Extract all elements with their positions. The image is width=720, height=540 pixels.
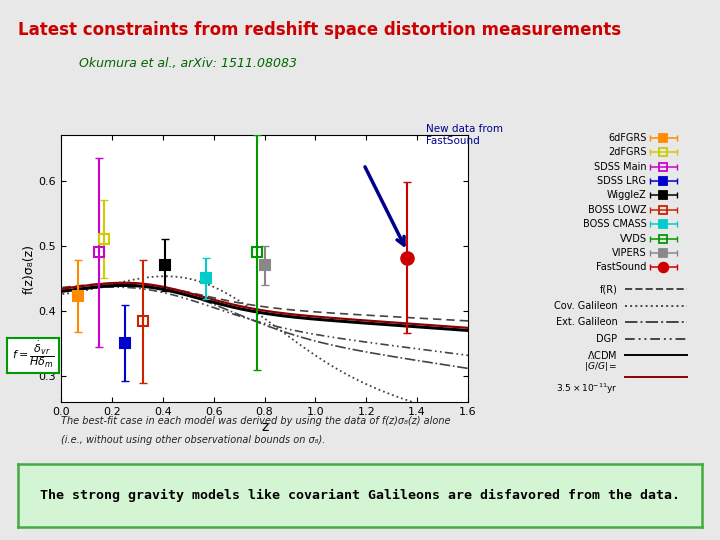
Text: The best-fit case in each model was derived by using the data of f(z)σ₈(z) alone: The best-fit case in each model was deri…	[61, 416, 451, 426]
Text: Cov. Galileon: Cov. Galileon	[554, 301, 618, 311]
Text: The strong gravity models like covariant Galileons are disfavored from the data.: The strong gravity models like covariant…	[40, 489, 680, 502]
Text: (i.e., without using other observational bounds on σ₈).: (i.e., without using other observational…	[61, 435, 325, 445]
Y-axis label: f(z)σ₈(z): f(z)σ₈(z)	[23, 244, 36, 294]
Text: BOSS LOWZ: BOSS LOWZ	[588, 205, 647, 215]
Text: SDSS LRG: SDSS LRG	[598, 176, 647, 186]
Text: $|\dot{G}/G|=$: $|\dot{G}/G|=$	[584, 359, 618, 374]
Text: VVDS: VVDS	[619, 233, 647, 244]
Text: 6dFGRS: 6dFGRS	[608, 133, 647, 143]
Text: FastSound: FastSound	[596, 262, 647, 272]
Text: BOSS CMASS: BOSS CMASS	[582, 219, 647, 229]
Text: $\Lambda$CDM: $\Lambda$CDM	[587, 349, 618, 361]
X-axis label: z: z	[261, 420, 269, 434]
Text: Okumura et al., arXiv: 1511.08083: Okumura et al., arXiv: 1511.08083	[79, 57, 297, 71]
Text: Ext. Galileon: Ext. Galileon	[556, 318, 618, 327]
Text: VIPERS: VIPERS	[612, 248, 647, 258]
Text: $3.5\times10^{-11}$yr: $3.5\times10^{-11}$yr	[556, 381, 618, 396]
Text: WiggleZ: WiggleZ	[607, 191, 647, 200]
Text: Latest constraints from redshift space distortion measurements: Latest constraints from redshift space d…	[18, 21, 621, 39]
Text: 2dFGRS: 2dFGRS	[608, 147, 647, 157]
Text: DGP: DGP	[596, 334, 618, 344]
Text: $f = \dfrac{\dot{\delta}_{vr}}{H\delta_{m}}$: $f = \dfrac{\dot{\delta}_{vr}}{H\delta_{…	[12, 340, 55, 370]
Text: New data from
FastSound: New data from FastSound	[426, 124, 503, 146]
Text: SDSS Main: SDSS Main	[594, 161, 647, 172]
Text: f(R): f(R)	[600, 285, 618, 294]
